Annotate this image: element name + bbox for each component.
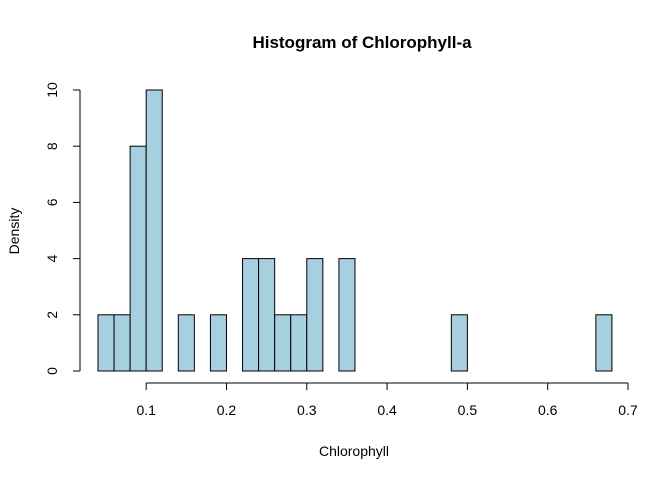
x-tick-label: 0.6 [538,402,558,418]
histogram-bar [209,314,227,372]
histogram-bar [306,258,324,372]
histogram-bar [145,89,163,372]
histogram-bar [97,314,115,372]
y-tick-label: 8 [44,142,60,150]
y-axis-label: Density [6,208,22,255]
histogram-bar [290,314,308,372]
histogram-bar [595,314,613,372]
x-tick-label: 0.7 [618,402,638,418]
x-tick-label: 0.1 [136,402,156,418]
histogram-bar [129,145,147,372]
x-tick-label: 0.2 [217,402,237,418]
y-tick-label: 4 [44,254,60,262]
histogram-bar [242,258,260,372]
histogram-bar [258,258,276,372]
y-tick-label: 2 [44,311,60,319]
x-axis: 0.1 0.2 0.3 0.4 0.5 0.6 0.7 [136,382,638,418]
histogram-bar [274,314,292,372]
x-tick-label: 0.5 [458,402,478,418]
x-tick-label: 0.3 [297,402,317,418]
bars-group [97,89,613,372]
histogram-bar [113,314,131,372]
y-tick-label: 6 [44,198,60,206]
x-tick-label: 0.4 [377,402,397,418]
histogram-bar [338,258,356,372]
y-tick-label: 0 [44,367,60,375]
x-axis-label: Chlorophyll [319,443,389,459]
y-tick-label: 10 [44,82,60,98]
y-axis: 0 2 4 6 8 10 [44,82,81,375]
histogram-bar [450,314,468,372]
histogram-bar [177,314,195,372]
chart-title: Histogram of Chlorophyll-a [252,33,472,52]
